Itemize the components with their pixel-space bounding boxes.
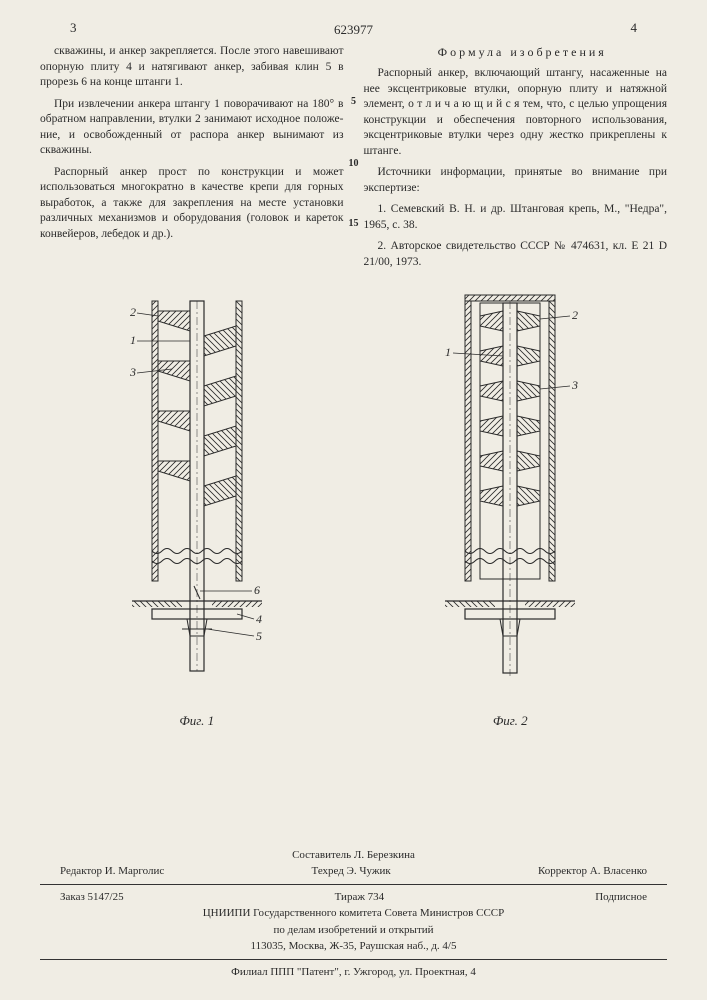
footer: Составитель Л. Березкина Редактор И. Мар… [40,847,667,981]
page-number-right: 4 [631,20,638,36]
label-2: 2 [130,305,136,319]
figure-1: 2 1 3 6 4 5 Фиг. 1 [112,291,282,729]
figure-1-caption: Фиг. 1 [112,713,282,729]
left-column: скважины, и анкер закрепляется. После эт… [40,44,344,276]
label-4: 4 [256,612,262,626]
organization: ЦНИИПИ Государственного комитета Совета … [40,905,667,922]
label-3: 3 [129,365,136,379]
organization-sub: по делам изобретений и открытий [40,922,667,939]
paragraph: Источники информации, принятые во вниман… [364,165,668,196]
reference: 1. Семевский В. Н. и др. Штанговая крепь… [364,202,668,233]
figure-2: 2 1 3 Фиг. 2 [425,291,595,729]
reference: 2. Авторское свидетельство СССР № 474631… [364,239,668,270]
label-3: 3 [571,378,578,392]
right-column: Формула изобретения Распорный анкер, вкл… [364,44,668,276]
editor: Редактор И. Марголис [60,863,164,880]
label-1: 1 [130,333,136,347]
document-number: 623977 [334,22,373,38]
page-number-left: 3 [70,20,77,36]
podpisnoe: Подписное [595,889,647,906]
address: 113035, Москва, Ж-35, Раушская наб., д. … [40,938,667,955]
figure-2-caption: Фиг. 2 [425,713,595,729]
label-2: 2 [572,308,578,322]
label-1: 1 [445,345,451,359]
line-number: 15 [349,218,359,229]
formula-title: Формула изобретения [364,44,668,60]
label-5: 5 [256,629,262,643]
paragraph: скважины, и анкер закрепляется. После эт… [40,44,344,91]
tirazh: Тираж 734 [335,889,385,906]
corrector: Корректор А. Власенко [538,863,647,880]
line-number: 5 [351,96,356,107]
label-6: 6 [254,583,260,597]
paragraph: При извлечении анкера штангу 1 пово­рачи… [40,97,344,159]
branch-address: Филиал ППП "Патент", г. Ужгород, ул. Про… [40,964,667,981]
paragraph: Распорный анкер прост по конструкции и м… [40,165,344,243]
tech-editor: Техред Э. Чужик [312,863,391,880]
order-number: Заказ 5147/25 [60,889,124,906]
compiler: Составитель Л. Березкина [40,847,667,864]
line-number: 10 [349,158,359,169]
claim-paragraph: Распорный анкер, включающий штангу, наса… [364,66,668,159]
